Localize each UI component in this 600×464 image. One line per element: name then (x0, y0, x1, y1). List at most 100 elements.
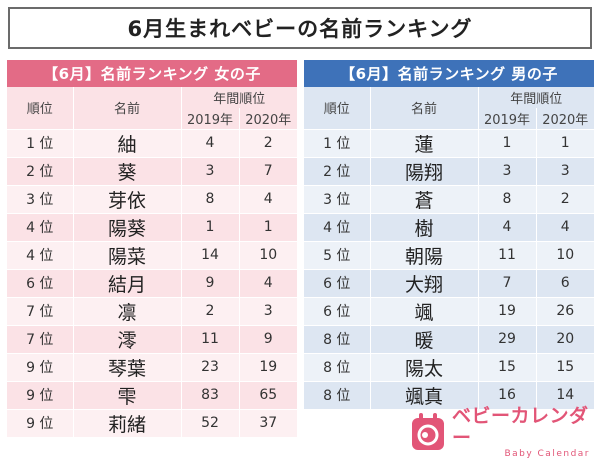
year-2019-cell: 11 (478, 241, 537, 270)
name-cell: 結月 (73, 269, 182, 298)
year-2019-cell: 8 (478, 185, 537, 214)
table-row: 4 位陽菜 14 10 (7, 241, 298, 270)
table-row: 2 位陽翔 3 3 (304, 157, 595, 186)
name-cell: 朝陽 (370, 241, 479, 270)
girls-col-rank: 順位 (7, 87, 74, 130)
year-2019-cell: 1 (478, 129, 537, 158)
year-2020-cell: 19 (239, 353, 298, 382)
year-2020-cell: 7 (239, 157, 298, 186)
year-2019-cell: 4 (478, 213, 537, 242)
name-cell: 雫 (73, 381, 182, 410)
table-row: 4 位陽葵 1 1 (7, 213, 298, 242)
boys-ranking-table: 【6月】名前ランキング 男の子 順位 名前 年間順位 2019年 2020年 1… (304, 60, 595, 410)
rank-cell: 6 位 (7, 269, 74, 298)
rank-cell: 4 位 (7, 241, 74, 270)
rank-cell: 9 位 (7, 353, 74, 382)
year-2019-cell: 83 (181, 381, 240, 410)
year-2019-cell: 15 (478, 353, 537, 382)
table-row: 8 位颯真 16 14 (304, 381, 595, 410)
rank-cell: 6 位 (304, 269, 371, 298)
year-2020-cell: 20 (536, 325, 595, 354)
girls-ranking-table: 【6月】名前ランキング 女の子 順位 名前 年間順位 2019年 2020年 1… (7, 60, 298, 438)
year-2019-cell: 3 (181, 157, 240, 186)
year-2020-cell: 37 (239, 409, 298, 438)
baby-calendar-logo-icon (410, 412, 446, 452)
year-2019-cell: 8 (181, 185, 240, 214)
name-cell: 葵 (73, 157, 182, 186)
year-2020-cell: 2 (536, 185, 595, 214)
rank-cell: 2 位 (304, 157, 371, 186)
year-2020-cell: 10 (536, 241, 595, 270)
year-2020-cell: 1 (536, 129, 595, 158)
year-2020-cell: 4 (239, 269, 298, 298)
girls-col-2019: 2019年 (181, 108, 240, 130)
name-cell: 颯 (370, 297, 479, 326)
name-cell: 莉緒 (73, 409, 182, 438)
name-cell: 暖 (370, 325, 479, 354)
year-2019-cell: 9 (181, 269, 240, 298)
year-2019-cell: 1 (181, 213, 240, 242)
year-2019-cell: 19 (478, 297, 537, 326)
table-row: 6 位大翔 7 6 (304, 269, 595, 298)
year-2019-cell: 29 (478, 325, 537, 354)
year-2020-cell: 3 (239, 297, 298, 326)
rank-cell: 7 位 (7, 325, 74, 354)
boys-col-yearly: 年間順位 (510, 92, 563, 107)
name-cell: 蓮 (370, 129, 479, 158)
year-2019-cell: 4 (181, 129, 240, 158)
year-2020-cell: 9 (239, 325, 298, 354)
table-row: 3 位芽依 8 4 (7, 185, 298, 214)
girls-table-heading: 【6月】名前ランキング 女の子 (7, 60, 297, 87)
year-2020-cell: 10 (239, 241, 298, 270)
year-2019-cell: 14 (181, 241, 240, 270)
rank-cell: 8 位 (304, 381, 371, 410)
girls-col-2020: 2020年 (239, 108, 298, 130)
rank-cell: 6 位 (304, 297, 371, 326)
name-cell: 紬 (73, 129, 182, 158)
year-2020-cell: 6 (536, 269, 595, 298)
name-cell: 陽葵 (73, 213, 182, 242)
boys-col-rank: 順位 (304, 87, 371, 130)
year-2019-cell: 2 (181, 297, 240, 326)
name-cell: 颯真 (370, 381, 479, 410)
table-row: 6 位結月 9 4 (7, 269, 298, 298)
boys-table-heading: 【6月】名前ランキング 男の子 (304, 60, 594, 87)
year-2020-cell: 1 (239, 213, 298, 242)
name-cell: 蒼 (370, 185, 479, 214)
rank-cell: 9 位 (7, 381, 74, 410)
name-cell: 澪 (73, 325, 182, 354)
rank-cell: 8 位 (304, 325, 371, 354)
table-row: 5 位朝陽 11 10 (304, 241, 595, 270)
rank-cell: 7 位 (7, 297, 74, 326)
logo-sub-text: Baby Calendar (504, 449, 590, 459)
year-2020-cell: 26 (536, 297, 595, 326)
rank-cell: 8 位 (304, 353, 371, 382)
year-2019-cell: 16 (478, 381, 537, 410)
rank-cell: 4 位 (7, 213, 74, 242)
year-2020-cell: 4 (239, 185, 298, 214)
logo-main-text: ベビーカレンダー (452, 405, 589, 449)
name-cell: 凛 (73, 297, 182, 326)
rank-cell: 5 位 (304, 241, 371, 270)
baby-calendar-logo: ベビーカレンダー Baby Calendar (410, 405, 590, 459)
table-row: 9 位雫 83 65 (7, 381, 298, 410)
year-2020-cell: 3 (536, 157, 595, 186)
year-2020-cell: 14 (536, 381, 595, 410)
year-2020-cell: 2 (239, 129, 298, 158)
year-2020-cell: 4 (536, 213, 595, 242)
year-2020-cell: 65 (239, 381, 298, 410)
name-cell: 陽太 (370, 353, 479, 382)
boys-col-name: 名前 (370, 87, 479, 130)
year-2020-cell: 15 (536, 353, 595, 382)
name-cell: 芽依 (73, 185, 182, 214)
name-cell: 大翔 (370, 269, 479, 298)
rank-cell: 1 位 (304, 129, 371, 158)
boys-col-2019: 2019年 (478, 108, 537, 130)
